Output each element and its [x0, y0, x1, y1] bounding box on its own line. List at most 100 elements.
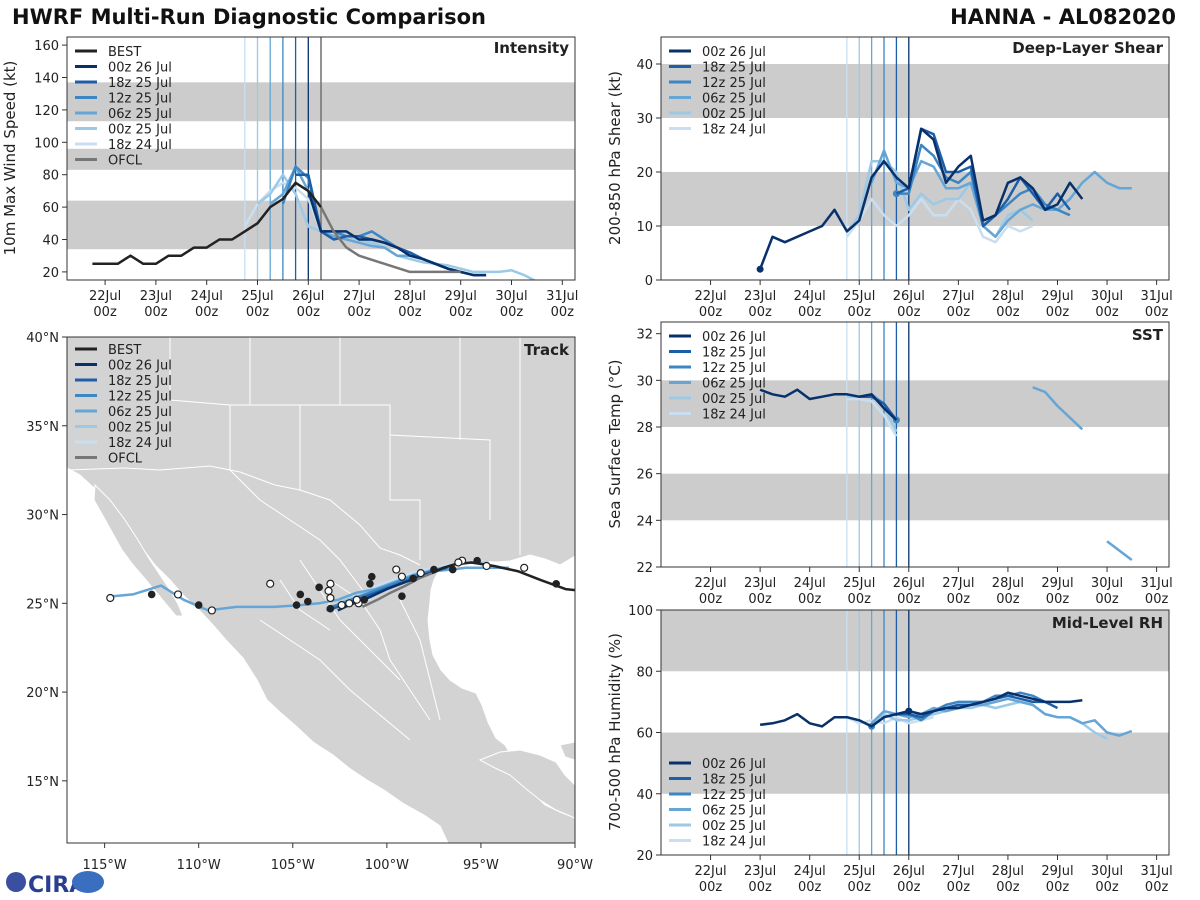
intensity-ylabel: 10m Max Wind Speed (kt) — [1, 61, 19, 256]
x-tick-label: 23Jul — [744, 289, 776, 304]
track-point-open — [326, 593, 335, 603]
track-point-filled — [194, 601, 203, 609]
shear-title: Deep-Layer Shear — [1012, 39, 1163, 57]
y-tick-label: 80 — [42, 169, 59, 184]
rh-title: Mid-Level RH — [1052, 614, 1163, 632]
storm-id: HANNA - AL082020 — [950, 5, 1176, 29]
legend-label: 18z 25 Jul — [702, 346, 766, 361]
track-line-ofcl — [361, 571, 433, 609]
x-tick-sublabel: 00z — [1095, 880, 1119, 895]
legend-label: 00z 26 Jul — [702, 757, 766, 772]
x-tick-label: 25Jul — [241, 289, 273, 304]
track-point-filled — [552, 579, 560, 588]
logo-swoosh-icon — [72, 871, 104, 893]
x-tick-label: 24Jul — [794, 289, 826, 304]
lon-tick-label: 100°W — [365, 858, 409, 873]
x-tick-label: 29Jul — [1041, 864, 1073, 879]
track-point-filled — [448, 565, 457, 574]
x-tick-sublabel: 00z — [699, 880, 723, 895]
track-point-filled — [366, 579, 374, 588]
legend-label: 00z 25 Jul — [108, 123, 172, 138]
track-point-open — [173, 590, 183, 599]
lon-tick-label: 90°W — [557, 858, 593, 873]
rh-bands — [661, 610, 1169, 794]
track-point-open — [416, 569, 425, 578]
track-point-filled — [292, 601, 301, 609]
y-tick-label: 0 — [645, 274, 653, 289]
x-tick-label: 25Jul — [843, 864, 875, 879]
sst-title: SST — [1132, 326, 1164, 344]
x-tick-sublabel: 00z — [551, 305, 575, 320]
series-marker — [905, 707, 913, 715]
y-tick-label: 24 — [636, 514, 653, 529]
shear-panel: 01020304022Jul00z23Jul00z24Jul00z25Jul00… — [606, 36, 1173, 320]
track-point-open — [337, 600, 346, 610]
legend-label: 00z 25 Jul — [702, 392, 766, 407]
series-line-06z-25-jul-ext-b — [1106, 540, 1133, 561]
x-tick-sublabel: 00z — [699, 592, 723, 607]
intensity-series — [92, 165, 537, 280]
legend-label: OFCL — [108, 452, 143, 467]
x-tick-label: 22Jul — [694, 864, 726, 879]
legend-label: 00z 26 Jul — [702, 45, 766, 60]
lon-tick-label: 105°W — [271, 858, 315, 873]
legend-label: 12z 25 Jul — [108, 92, 172, 107]
legend-label: 06z 25 Jul — [702, 92, 766, 107]
sst-bands — [661, 380, 1169, 521]
x-tick-sublabel: 00z — [897, 880, 921, 895]
x-tick-sublabel: 00z — [798, 880, 822, 895]
lat-tick-label: 30°N — [26, 509, 59, 524]
x-tick-label: 22Jul — [89, 289, 121, 304]
legend-label: 18z 25 Jul — [702, 61, 766, 76]
y-tick-label: 100 — [628, 604, 653, 619]
x-tick-label: 27Jul — [942, 864, 974, 879]
legend-label: 12z 25 Jul — [702, 361, 766, 376]
x-tick-sublabel: 00z — [748, 880, 772, 895]
x-tick-label: 23Jul — [744, 864, 776, 879]
rh-axes: 2040608010022Jul00z23Jul00z24Jul00z25Jul… — [628, 604, 1173, 895]
intensity-panel: 2040608010012014016022Jul00z23Jul00z24Ju… — [1, 36, 578, 320]
x-tick-sublabel: 00z — [1095, 305, 1119, 320]
shaded-band — [661, 610, 1169, 672]
y-tick-label: 80 — [636, 665, 653, 680]
x-tick-sublabel: 00z — [897, 592, 921, 607]
track-point-open — [482, 561, 491, 571]
series-line-06z-25-jul — [870, 149, 1132, 239]
legend-label: 00z 26 Jul — [108, 359, 172, 374]
x-tick-sublabel: 00z — [398, 305, 422, 320]
legend-label: 00z 25 Jul — [702, 819, 766, 834]
y-tick-label: 120 — [34, 104, 59, 119]
track-point-open — [266, 579, 275, 588]
shaded-band — [661, 172, 1169, 226]
series-line-00z-26-jul — [759, 388, 898, 421]
lon-tick-label: 95°W — [463, 858, 499, 873]
x-tick-label: 24Jul — [794, 576, 826, 591]
x-tick-sublabel: 00z — [93, 305, 117, 320]
x-tick-label: 28Jul — [992, 289, 1024, 304]
legend-label: 06z 25 Jul — [108, 405, 172, 420]
y-tick-label: 100 — [34, 136, 59, 151]
x-tick-label: 24Jul — [191, 289, 223, 304]
lon-tick-label: 110°W — [177, 858, 221, 873]
x-tick-label: 27Jul — [942, 576, 974, 591]
x-tick-sublabel: 00z — [748, 592, 772, 607]
track-point-filled — [326, 604, 335, 613]
x-tick-label: 29Jul — [445, 289, 477, 304]
legend-label: 12z 25 Jul — [108, 390, 172, 405]
x-tick-sublabel: 00z — [1046, 592, 1070, 607]
track-point-open — [352, 595, 361, 604]
x-tick-sublabel: 00z — [798, 592, 822, 607]
track-point-filled — [430, 565, 438, 574]
series-line-00z-25-jul — [845, 159, 1034, 239]
intensity-title: Intensity — [494, 39, 570, 57]
intensity-init-lines — [244, 37, 322, 280]
track-markers — [106, 556, 560, 615]
x-tick-label: 30Jul — [1091, 289, 1123, 304]
x-tick-label: 28Jul — [992, 864, 1024, 879]
series-line-18z-24-jul — [846, 715, 934, 725]
y-tick-label: 40 — [42, 234, 59, 249]
y-tick-label: 40 — [636, 58, 653, 73]
shear-series — [756, 127, 1132, 273]
track-point-open — [520, 563, 529, 572]
